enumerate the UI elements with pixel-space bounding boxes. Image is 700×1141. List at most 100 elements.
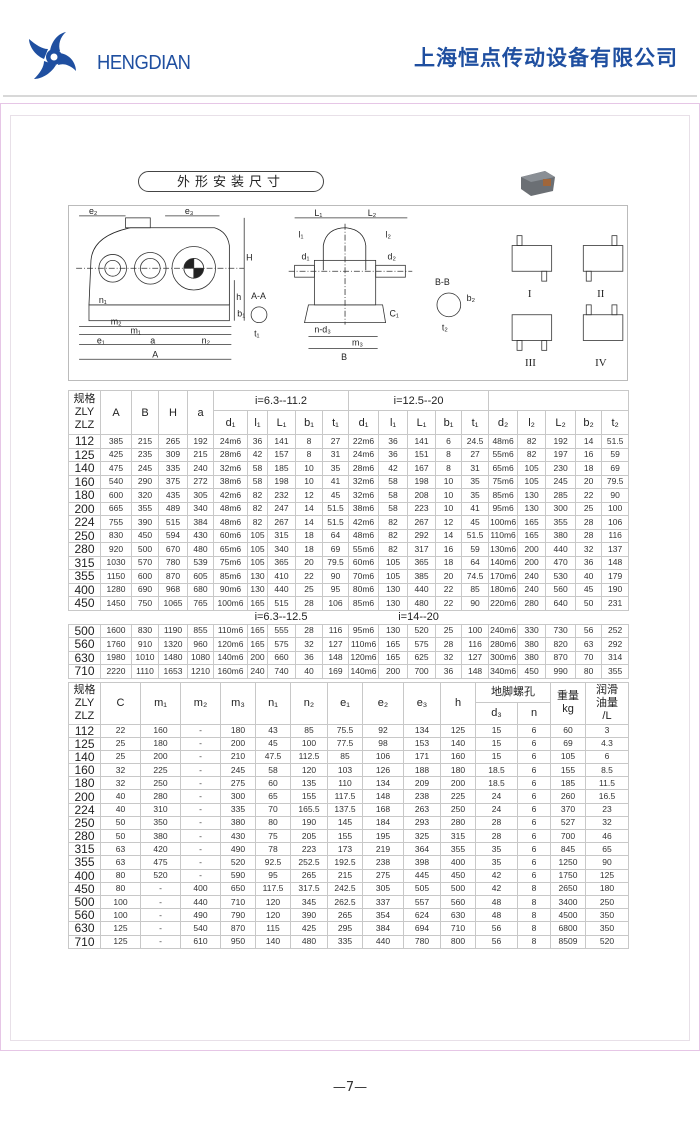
table-cell: 58 [247, 461, 268, 476]
table-cell: 780 [158, 555, 188, 570]
table-cell: 215 [187, 447, 214, 462]
table-cell: 48 [475, 894, 518, 910]
table-cell: - [180, 802, 221, 817]
table-cell: 90m6 [213, 582, 248, 597]
table-cell: 105 [550, 749, 586, 765]
table-cell: 85 [327, 749, 363, 765]
table-cell: 1320 [158, 637, 188, 652]
table-cell: 208 [407, 488, 437, 503]
table-cell: 32 [575, 542, 603, 557]
table-cell: 56 [475, 934, 518, 949]
table-cell: 185 [267, 461, 296, 476]
column-header: d₁ [213, 410, 248, 435]
table-cell: 120 [255, 908, 291, 923]
table-cell: 240 [247, 664, 268, 679]
table-cell: 120 [255, 894, 291, 910]
column-header: d₃ [475, 701, 518, 725]
table-cell: 398 [403, 855, 441, 870]
table-cell: - [180, 749, 221, 765]
table-cell: - [180, 776, 221, 791]
table-cell: 1600 [100, 623, 132, 638]
foot-bolt-header: 地脚螺孔 [475, 681, 551, 703]
table-cell: 305 [362, 881, 404, 896]
table-cell: 92.5 [255, 855, 291, 870]
table-cell: - [180, 842, 221, 857]
table-cell: 41 [461, 501, 490, 516]
table-cell: 920 [100, 542, 132, 557]
label-d1: d₁ [302, 251, 310, 261]
gearbox-photo [521, 171, 555, 196]
table-cell: 223 [290, 842, 328, 857]
assembly-type-I: I [528, 288, 532, 300]
table-cell: 134 [362, 776, 404, 791]
table-cell: 28 [575, 528, 603, 543]
table-cell: 489 [158, 501, 188, 516]
table-cell: 263 [403, 802, 441, 817]
table-cell: 400 [180, 881, 221, 896]
table-cell: 1010 [131, 650, 159, 665]
table-cell: 40 [295, 664, 323, 679]
table-cell: 24 [475, 789, 518, 804]
table-cell: 130 [378, 582, 409, 597]
label-m3: m₃ [352, 337, 363, 347]
column-header: n₂ [290, 681, 328, 725]
table-cell: 51.5 [461, 528, 490, 543]
table-cell: 505 [403, 881, 441, 896]
table-cell: 8 [517, 908, 551, 923]
spec-cell: 630 [68, 650, 101, 665]
table-cell: 384 [362, 921, 404, 936]
table-cell: 384 [187, 515, 214, 530]
label-t1: t₁ [254, 329, 259, 339]
column-header: t₁ [321, 410, 350, 435]
table-cell: 82 [247, 515, 268, 530]
table-cell: 500 [131, 542, 159, 557]
table-cell: 148 [461, 664, 490, 679]
table-cell: 223 [407, 501, 437, 516]
table-cell: 440 [180, 894, 221, 910]
table-cell: 65 [255, 789, 291, 804]
table-cell: 6 [517, 868, 551, 883]
table-cell: 63 [575, 637, 603, 652]
table-cell: 12 [435, 515, 463, 530]
table-cell: 134 [403, 723, 441, 738]
table-cell: 130 [247, 569, 268, 584]
table-cell: 36 [435, 664, 463, 679]
table-cell: 140m6 [348, 664, 380, 679]
table-cell: 106 [362, 749, 404, 765]
table-cell: 58 [378, 501, 409, 516]
table-cell: 765 [187, 596, 214, 611]
table-cell: 380 [517, 637, 547, 652]
table-cell: 18 [575, 461, 603, 476]
table-cell: 305 [187, 488, 214, 503]
table-cell: 240 [187, 461, 214, 476]
table-cell: 280m6 [488, 637, 519, 652]
column-header: b₁ [295, 410, 323, 435]
table-cell: 527 [550, 815, 586, 831]
table-row: 450 1450 750 1065 765 100m6 165 515 28 106 85m6 130… [68, 596, 630, 611]
table-row: 180 600 320 435 305 42m6 82 232 12 45 32m6 58 208 10 3… [68, 488, 630, 503]
table-row: 200 665 355 489 340 48m6 82 247 14 51.5 38m6 58 223 1… [68, 501, 630, 516]
label-n2: n₂ [202, 335, 210, 345]
table-cell: 380 [220, 815, 256, 831]
table-cell: 6 [517, 749, 551, 765]
table-cell: 14 [295, 515, 323, 530]
table-cell: - [140, 908, 181, 923]
table-cell: 3400 [550, 894, 586, 910]
table-cell: 45 [255, 736, 291, 751]
table-cell: 48m6 [348, 528, 380, 543]
spec-cell: 160 [68, 474, 101, 489]
table-cell: 184 [362, 815, 404, 831]
table-cell: 47.5 [255, 749, 291, 765]
table-cell: 220m6 [488, 596, 519, 611]
table-cell: 262.5 [327, 894, 363, 910]
table-cell: 51.5 [321, 515, 350, 530]
column-header: l₂ [517, 410, 547, 435]
table-cell: 64 [461, 555, 490, 570]
table-cell: 238 [403, 789, 441, 804]
table-cell: 95m6 [348, 623, 380, 638]
table-cell: 250 [585, 894, 629, 910]
company-name: 上海恒点传动设备有限公司 [414, 45, 678, 70]
table-cell: 40 [100, 789, 141, 804]
table-cell: 400 [440, 855, 476, 870]
